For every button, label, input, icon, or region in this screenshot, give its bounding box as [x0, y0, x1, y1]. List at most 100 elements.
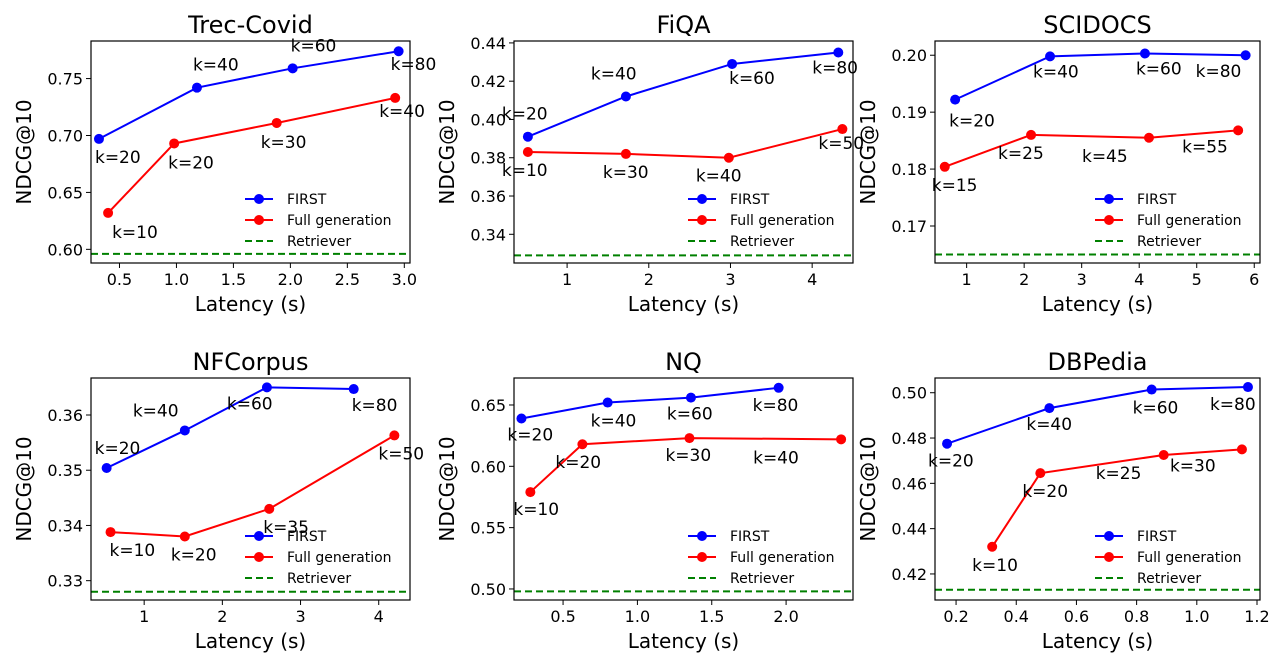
subplot-3-legend-full-generation-label: Full generation	[1137, 213, 1242, 229]
subplot-4-first-point	[348, 384, 359, 395]
subplot-1-ytick-label: 0.65	[47, 183, 83, 202]
subplot-3-full-generation-point-label: k=55	[1182, 137, 1228, 157]
subplot-4-xtick-label: 1	[139, 607, 149, 626]
subplot-6-first-point	[1146, 384, 1157, 395]
subplot-4-first-point-label: k=40	[133, 401, 179, 421]
subplot-1-first-point-label: k=60	[291, 36, 337, 56]
subplot-5-title: NQ	[665, 348, 702, 376]
subplot-1-legend-full-generation-label: Full generation	[287, 213, 392, 229]
subplot-6-frame	[934, 377, 1261, 601]
subplot-6-full-generation-point	[987, 541, 998, 552]
subplot-4-first-point-label: k=20	[95, 439, 141, 459]
subplot-1-first-point-label: k=20	[95, 148, 141, 168]
subplot-1-legend-retriever-label: Retriever	[287, 234, 351, 250]
subplot-3-first-point	[950, 94, 961, 105]
subplot-2-full-generation-point	[723, 152, 734, 163]
subplot-4-frame	[90, 377, 411, 601]
subplot-3-legend-full-generation-marker	[1104, 215, 1114, 225]
subplot-2-ytick-label: 0.40	[470, 110, 506, 129]
subplot-2-ytick-label: 0.36	[470, 187, 506, 206]
subplot-4-legend-first-marker	[254, 531, 264, 541]
subplot-3-first-point	[1045, 51, 1056, 62]
subplot-3-xtick-label: 3	[1077, 270, 1087, 289]
subplot-2-ytick-label: 0.44	[470, 34, 506, 53]
subplot-2-first-point	[522, 131, 533, 142]
subplot-6-ytick-label: 0.46	[891, 474, 927, 493]
subplot-4-legend-first-label: FIRST	[287, 529, 327, 545]
subplot-6-ytick-label: 0.48	[891, 429, 927, 448]
subplot-6-ytick-label: 0.50	[891, 384, 927, 403]
subplot-5-full-generation-point-label: k=10	[513, 500, 559, 520]
subplot-3-xtick-label: 6	[1249, 270, 1259, 289]
subplot-6-first-point-label: k=80	[1210, 395, 1256, 415]
subplot-5-first-point-label: k=40	[591, 412, 637, 432]
subplot-4-full-generation-point-label: k=20	[171, 545, 217, 565]
subplot-1-first-point	[93, 133, 104, 144]
subplot-3-legend-first-label: FIRST	[1137, 192, 1177, 208]
subplot-2-legend-retriever-label: Retriever	[730, 234, 794, 250]
subplot-1-xtick-label: 0.5	[107, 270, 132, 289]
subplot-3-first-point-label: k=60	[1136, 60, 1182, 80]
subplot-4-xtick-label: 4	[374, 607, 384, 626]
subplot-2-first-point-label: k=40	[591, 65, 637, 85]
subplot-5-full-generation-point	[577, 439, 588, 450]
subplot-6-xtick-label: 1.0	[1184, 607, 1209, 626]
subplot-6-title: DBPedia	[1048, 348, 1148, 376]
subplot-5-first-point	[773, 382, 784, 393]
subplot-2-first-point	[620, 91, 631, 102]
subplot-3-xtick-label: 4	[1134, 270, 1144, 289]
subplot-1-full-generation-point-label: k=30	[261, 133, 307, 153]
subplot-5-full-generation-point	[836, 434, 847, 445]
subplot-5-xtick-label: 0.5	[550, 607, 575, 626]
subplot-6-xtick-label: 0.8	[1124, 607, 1149, 626]
subplot-5-full-generation-point	[525, 487, 536, 498]
subplot-2-title: FiQA	[656, 11, 711, 39]
subplot-3-ytick-label: 0.17	[891, 217, 927, 236]
subplot-4-legend-full-generation-label: Full generation	[287, 550, 392, 566]
subplot-4-ytick-label: 0.35	[47, 461, 83, 480]
subplot-4-legend-full-generation-marker	[254, 552, 264, 562]
subplot-5-ylabel: NDCG@10	[435, 436, 459, 541]
subplot-6-first-point	[1242, 382, 1253, 393]
subplot-1-xlabel: Latency (s)	[195, 292, 306, 316]
subplot-6-full-generation-point	[1158, 450, 1169, 461]
subplot-3-first-point	[1240, 50, 1251, 61]
subplot-1-ytick-label: 0.75	[47, 70, 83, 89]
subplot-3-full-generation-point-label: k=45	[1082, 147, 1128, 167]
subplot-1-ylabel: NDCG@10	[12, 99, 36, 204]
subplot-5-ytick-label: 0.55	[470, 519, 506, 538]
subplot-6-legend-retriever-label: Retriever	[1137, 571, 1201, 587]
subplot-3-legend-first-marker	[1104, 194, 1114, 204]
subplot-5-xtick-label: 1.0	[625, 607, 650, 626]
subplot-3-xtick-label: 1	[962, 270, 972, 289]
subplot-1-frame	[90, 40, 411, 264]
subplot-6-ylabel: NDCG@10	[856, 436, 880, 541]
subplot-5-legend-retriever-label: Retriever	[730, 571, 794, 587]
subplot-4-full-generation-point-label: k=50	[378, 444, 424, 464]
subplot-2-full-generation-point	[620, 148, 631, 159]
subplot-4-ylabel: NDCG@10	[12, 436, 36, 541]
subplot-6-first-point-label: k=20	[928, 452, 974, 472]
subplot-4-full-generation-point	[179, 531, 190, 542]
subplot-3-full-generation-point-label: k=25	[998, 144, 1044, 164]
subplot-2-ytick-label: 0.34	[470, 225, 506, 244]
subplot-5-legend-full-generation-marker	[697, 552, 707, 562]
subplot-5-full-generation-point-label: k=40	[753, 448, 799, 468]
subplot-1-full-generation-point	[169, 138, 180, 149]
subplot-6-legend-first-label: FIRST	[1137, 529, 1177, 545]
subplot-1-first-line	[98, 50, 399, 140]
subplot-5-full-generation-point	[684, 433, 695, 444]
subplot-3-full-generation-point	[1143, 132, 1154, 143]
subplot-3-full-generation-point	[1233, 125, 1244, 136]
subplot-3-first-point-label: k=40	[1033, 62, 1079, 82]
subplot-6-ytick-label: 0.42	[891, 565, 927, 584]
subplot-2-first-line	[527, 51, 839, 138]
subplot-5-legend-full-generation-label: Full generation	[730, 550, 835, 566]
subplot-3-xtick-label: 2	[1019, 270, 1029, 289]
subplot-5-full-generation-point-label: k=20	[555, 453, 601, 473]
subplot-4-full-generation-line	[110, 434, 395, 538]
subplot-4-title: NFCorpus	[192, 348, 308, 376]
subplot-5-first-point-label: k=60	[667, 405, 713, 425]
subplot-6-full-generation-point	[1236, 444, 1247, 455]
subplot-3-ylabel: NDCG@10	[856, 99, 880, 204]
